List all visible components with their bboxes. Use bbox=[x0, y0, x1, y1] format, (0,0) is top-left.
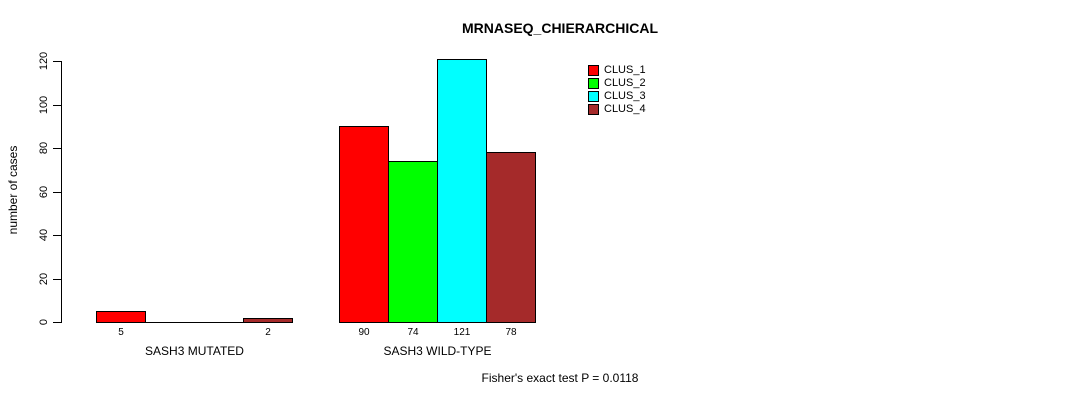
bar-clus_1 bbox=[339, 126, 389, 323]
group-label: SASH3 WILD-TYPE bbox=[383, 344, 492, 358]
bar-value-label: 2 bbox=[265, 327, 271, 338]
bar-value-label: 90 bbox=[358, 327, 370, 338]
y-axis-tick-label: 80 bbox=[38, 141, 50, 155]
y-axis-tick-label: 20 bbox=[38, 272, 50, 286]
legend-label: CLUS_2 bbox=[604, 77, 646, 89]
y-axis-tick-label: 120 bbox=[38, 51, 50, 71]
y-axis-tick-label: 40 bbox=[38, 228, 50, 242]
y-axis-tick bbox=[53, 148, 61, 149]
y-axis-tick bbox=[53, 105, 61, 106]
y-axis-tick bbox=[53, 235, 61, 236]
legend-swatch-clus_4 bbox=[588, 104, 599, 115]
bar-value-label: 74 bbox=[407, 327, 419, 338]
fisher-test-note: Fisher's exact test P = 0.0118 bbox=[481, 371, 639, 385]
bar-clus_4 bbox=[486, 152, 536, 323]
bar-value-label: 78 bbox=[505, 327, 517, 338]
legend-swatch-clus_2 bbox=[588, 78, 599, 89]
y-axis-tick bbox=[53, 61, 61, 62]
bar-clus_1 bbox=[96, 311, 146, 323]
y-axis-tick-label: 100 bbox=[38, 95, 50, 115]
group-label: SASH3 MUTATED bbox=[145, 344, 244, 358]
legend-swatch-clus_3 bbox=[588, 91, 599, 102]
bar-value-label: 121 bbox=[453, 327, 471, 338]
y-axis-tick bbox=[53, 322, 61, 323]
legend-label: CLUS_3 bbox=[604, 90, 646, 102]
bar-clus_3 bbox=[437, 59, 487, 323]
y-axis-line bbox=[61, 61, 62, 323]
chart-legend: CLUS_1 CLUS_2 CLUS_3 CLUS_4 bbox=[588, 64, 646, 116]
legend-swatch-clus_1 bbox=[588, 65, 599, 76]
y-axis-tick-label: 0 bbox=[38, 318, 50, 326]
legend-label: CLUS_4 bbox=[604, 103, 646, 115]
y-axis-tick bbox=[53, 192, 61, 193]
chart-title: MRNASEQ_CHIERARCHICAL bbox=[461, 20, 659, 36]
legend-label: CLUS_1 bbox=[604, 64, 646, 76]
legend-item: CLUS_2 bbox=[588, 77, 646, 90]
bar-clus_4 bbox=[243, 318, 293, 323]
y-axis-tick bbox=[53, 279, 61, 280]
y-axis-tick-label: 60 bbox=[38, 185, 50, 199]
group-baseline bbox=[96, 322, 293, 323]
legend-item: CLUS_4 bbox=[588, 103, 646, 116]
bar-clus_2 bbox=[388, 161, 438, 323]
legend-item: CLUS_3 bbox=[588, 90, 646, 103]
bar-value-label: 5 bbox=[118, 327, 124, 338]
y-axis-label: number of cases bbox=[6, 145, 20, 235]
legend-item: CLUS_1 bbox=[588, 64, 646, 77]
